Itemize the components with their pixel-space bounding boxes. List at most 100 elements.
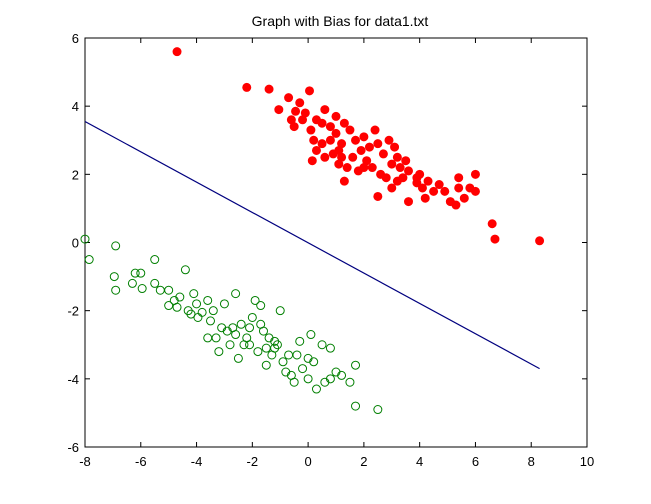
class1-point (284, 93, 294, 103)
class2-point (245, 340, 255, 350)
class2-point (208, 306, 218, 316)
class1-point (325, 122, 335, 132)
y-tick-label: -4 (67, 372, 79, 387)
class1-point (328, 149, 338, 159)
y-tick-label: -6 (67, 440, 79, 455)
class1-point (490, 234, 500, 244)
chart-title: Graph with Bias for data1.txt (252, 13, 429, 29)
x-tick-label: 8 (528, 454, 535, 469)
class2-point (150, 278, 160, 288)
class1-point (378, 149, 388, 159)
class1-point (334, 159, 344, 169)
class2-point (80, 234, 90, 244)
class1-point (359, 132, 369, 142)
x-tick-label: 0 (304, 454, 311, 469)
decision-boundary-layer (84, 120, 540, 370)
class2-point (256, 319, 266, 329)
class2-point (373, 405, 383, 415)
class1-point (264, 84, 274, 94)
class1-point (289, 122, 299, 132)
class2-point (164, 285, 174, 295)
class1-point (459, 193, 469, 203)
class2-point (303, 374, 313, 384)
class1-point (331, 111, 341, 121)
class2-point (351, 360, 361, 370)
class1-point (395, 163, 405, 173)
class2-point (236, 319, 246, 329)
class2-point (172, 302, 182, 312)
class2-point (289, 377, 299, 387)
class1-point (339, 176, 349, 186)
class1-point (373, 191, 383, 201)
class1-point (306, 125, 316, 135)
class1-point (359, 163, 369, 173)
class1-point (317, 118, 327, 128)
decision-boundary-line (84, 120, 540, 370)
class1-point (339, 118, 349, 128)
class1-point (387, 159, 397, 169)
class1-point (337, 139, 347, 149)
class1-point (172, 47, 182, 57)
class2-point (337, 370, 347, 380)
class1-point (535, 236, 545, 246)
x-tick-label: 4 (416, 454, 423, 469)
class1-point (320, 105, 330, 115)
x-tick-label: 10 (580, 454, 594, 469)
class1-point (274, 105, 284, 115)
class2-point (136, 268, 146, 278)
class1-point (415, 169, 425, 179)
class2-point (225, 340, 235, 350)
class1-point (364, 142, 374, 152)
class2-point (206, 316, 215, 326)
x-tick-label: -2 (247, 454, 259, 469)
class2-point (275, 306, 285, 316)
class1-point (434, 180, 444, 190)
class2-point (325, 374, 335, 384)
class2-point (127, 278, 137, 288)
x-tick-label: 6 (472, 454, 479, 469)
class2-point (278, 357, 288, 367)
class1-point (440, 186, 450, 196)
class1-point (390, 142, 400, 152)
class1-point (392, 152, 402, 162)
y-tick-label: 4 (72, 99, 79, 114)
class1-point (305, 86, 315, 96)
class2-point (189, 289, 199, 299)
class2-point (175, 292, 185, 302)
class2-point (111, 285, 121, 295)
class1-point (384, 135, 394, 145)
x-tick-label: -6 (135, 454, 147, 469)
class1-point (295, 98, 305, 108)
class2-point (84, 255, 94, 265)
class2-point (180, 265, 190, 275)
class1-point (420, 193, 430, 203)
class2-point (203, 295, 213, 305)
class1-point (401, 156, 411, 166)
class2-point (130, 268, 140, 278)
data-points-layer (80, 47, 545, 415)
class2-point (217, 323, 227, 333)
class1-point (417, 183, 427, 193)
class2-point (150, 255, 160, 265)
class1-point (325, 135, 335, 145)
class1-point (429, 186, 439, 196)
class1-point (454, 173, 464, 183)
y-tick-label: 6 (72, 31, 79, 46)
class2-point (111, 241, 121, 251)
class1-point (309, 135, 319, 145)
class1-point (351, 135, 361, 145)
class1-point (331, 128, 341, 138)
class2-point (256, 301, 266, 311)
class1-point (404, 166, 414, 176)
class1-point (381, 173, 391, 183)
class1-point (345, 125, 355, 135)
class2-point (270, 343, 280, 353)
class1-point (451, 200, 461, 210)
class2-point (214, 347, 224, 357)
class2-point (247, 312, 257, 322)
class2-point (253, 347, 263, 357)
class1-point (307, 156, 317, 166)
x-tick-label: 2 (360, 454, 367, 469)
class2-point (306, 330, 316, 340)
class2-point (345, 377, 355, 387)
